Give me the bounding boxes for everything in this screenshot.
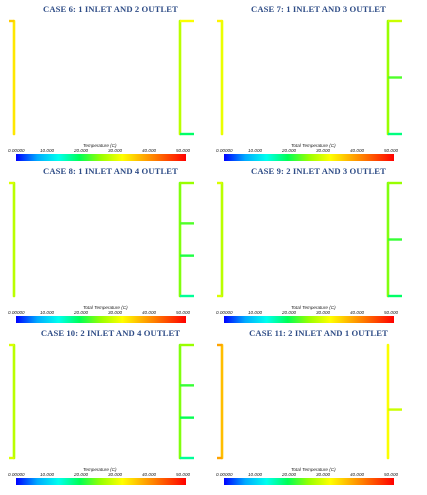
temperature-contour-plot [9, 19, 194, 136]
colorbar-tick-label: 50.000 [176, 310, 191, 315]
colorbar-tick-label: 20.000 [282, 310, 297, 315]
colorbar [16, 478, 186, 485]
colorbar-tick-label: 40.000 [142, 148, 157, 153]
case-panel: CASE 10: 2 INLET AND 4 OUTLET Temperature… [8, 328, 213, 493]
case-title: CASE 9: 2 INLET AND 3 OUTLET [251, 166, 386, 176]
case-panel: CASE 8: 1 INLET AND 4 OUTLET Total Temper… [8, 166, 213, 331]
colorbar-tick-label: 0.00000 [8, 472, 25, 477]
colorbar-tick-label: 20.000 [282, 148, 297, 153]
temperature-contour-plot [217, 19, 402, 136]
colorbar-tick-label: 20.000 [282, 472, 297, 477]
colorbar-title: Total Temperature (C) [291, 467, 336, 472]
colorbar-tick-label: 40.000 [350, 310, 365, 315]
case-title: CASE 10: 2 INLET AND 4 OUTLET [40, 328, 181, 338]
case-title: CASE 6: 1 INLET AND 2 OUTLET [43, 4, 178, 14]
colorbar-tick-label: 0.00000 [216, 148, 233, 153]
colorbar-tick-label: 30.000 [108, 148, 123, 153]
colorbar-tick-label: 30.000 [108, 472, 123, 477]
colorbar-tick-label: 50.000 [384, 148, 399, 153]
colorbar-tick-label: 20.000 [74, 310, 89, 315]
temperature-contour-plot [217, 181, 402, 298]
colorbar [224, 316, 394, 323]
colorbar-tick-label: 30.000 [316, 148, 331, 153]
colorbar-tick-label: 50.000 [384, 472, 399, 477]
case-panel: CASE 6: 1 INLET AND 2 OUTLET Temperature … [8, 4, 213, 169]
colorbar-tick-label: 10.000 [40, 472, 55, 477]
colorbar-tick-label: 30.000 [316, 472, 331, 477]
colorbar [16, 316, 186, 323]
temperature-contour-plot [9, 181, 194, 298]
temperature-contour-plot [217, 343, 402, 460]
colorbar-tick-label: 30.000 [316, 310, 331, 315]
colorbar-tick-label: 50.000 [176, 148, 191, 153]
colorbar-tick-label: 10.000 [40, 148, 55, 153]
colorbar-tick-label: 50.000 [384, 310, 399, 315]
case-title: CASE 7: 1 INLET AND 3 OUTLET [251, 4, 386, 14]
colorbar-tick-label: 20.000 [74, 472, 89, 477]
colorbar-tick-label: 40.000 [350, 148, 365, 153]
colorbar-title: Total Temperature (C) [291, 143, 336, 148]
colorbar-tick-label: 10.000 [248, 310, 263, 315]
case-title: CASE 11: 2 INLET AND 1 OUTLET [249, 328, 388, 338]
colorbar [224, 154, 394, 161]
colorbar-tick-label: 30.000 [108, 310, 123, 315]
case-panel: CASE 9: 2 INLET AND 3 OUTLET Total Temper… [216, 166, 421, 331]
colorbar-tick-label: 0.00000 [8, 310, 25, 315]
colorbar-tick-label: 20.000 [74, 148, 89, 153]
colorbar-tick-label: 10.000 [40, 310, 55, 315]
colorbar-title: Temperature (C) [83, 143, 117, 148]
colorbar-tick-label: 50.000 [176, 472, 191, 477]
case-title: CASE 8: 1 INLET AND 4 OUTLET [43, 166, 178, 176]
colorbar-tick-label: 10.000 [248, 472, 263, 477]
colorbar-tick-label: 40.000 [142, 310, 157, 315]
colorbar-title: Total Temperature (C) [83, 305, 128, 310]
colorbar-tick-label: 40.000 [350, 472, 365, 477]
case-panel: CASE 7: 1 INLET AND 3 OUTLET Total Temper… [216, 4, 421, 169]
colorbar [16, 154, 186, 161]
colorbar-tick-label: 0.00000 [216, 472, 233, 477]
colorbar-tick-label: 10.000 [248, 148, 263, 153]
colorbar-title: Temperature (C) [83, 467, 117, 472]
case-panel: CASE 11: 2 INLET AND 1 OUTLET Total Tempe… [216, 328, 421, 493]
colorbar-tick-label: 0.00000 [216, 310, 233, 315]
temperature-contour-plot [9, 343, 194, 460]
colorbar [224, 478, 394, 485]
colorbar-tick-label: 40.000 [142, 472, 157, 477]
colorbar-tick-label: 0.00000 [8, 148, 25, 153]
colorbar-title: Total Temperature (C) [291, 305, 336, 310]
